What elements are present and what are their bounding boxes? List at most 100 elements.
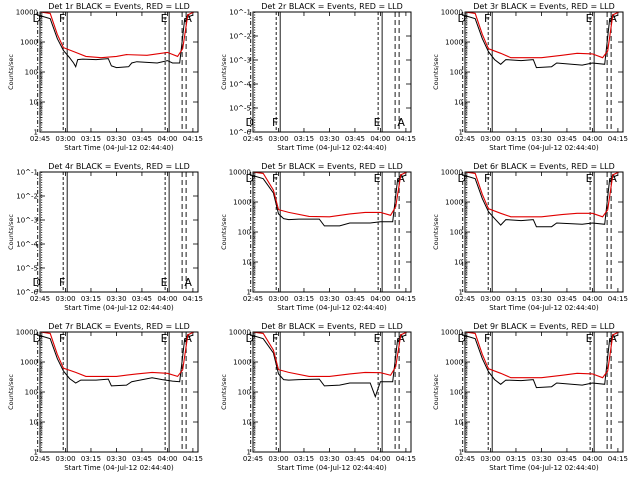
plot-frame xyxy=(39,171,199,293)
lld-series xyxy=(464,331,620,379)
y-axis-label: Counts/sec xyxy=(220,374,228,410)
marker-label: F xyxy=(484,12,490,25)
x-tick-label: 03:00 xyxy=(55,295,75,303)
y-axis-label: Counts/sec xyxy=(432,214,440,250)
y-tick-label: 10^-5 xyxy=(229,105,251,113)
x-tick-label: 03:00 xyxy=(480,295,500,303)
y-tick-label: 100 xyxy=(238,229,251,237)
marker-label: D xyxy=(245,332,253,345)
marker-label: D xyxy=(457,172,465,185)
panel-title: Det 6r BLACK = Events, RED = LLD xyxy=(473,162,615,171)
y-tick-label: 10 xyxy=(454,99,463,107)
x-tick-label: 02:45 xyxy=(30,135,50,143)
marker-label: A xyxy=(397,332,405,345)
x-tick-label: 03:30 xyxy=(106,295,126,303)
panel-title: Det 7r BLACK = Events, RED = LLD xyxy=(48,322,190,331)
marker-label: A xyxy=(609,12,617,25)
y-tick-label: 10^-1 xyxy=(229,9,251,17)
y-tick-label: 10000 xyxy=(441,9,463,17)
y-tick-label: 10 xyxy=(242,259,251,267)
panel-title: Det 8r BLACK = Events, RED = LLD xyxy=(261,322,403,331)
y-tick-label: 1000 xyxy=(20,39,38,47)
x-tick-label: 04:15 xyxy=(396,455,416,463)
panel-9: Det 9r BLACK = Events, RED = LLD 02:45 03:… xyxy=(432,322,628,472)
y-tick-label: 10^-4 xyxy=(229,81,251,89)
y-tick-label: 10^-2 xyxy=(229,33,251,41)
y-tick-label: 10000 xyxy=(16,9,38,17)
x-tick-label: 03:15 xyxy=(294,135,314,143)
events-series xyxy=(464,334,619,389)
x-tick-label: 03:15 xyxy=(506,135,526,143)
y-tick-label: 100 xyxy=(25,389,38,397)
y-axis-label: Counts/sec xyxy=(7,374,15,410)
x-tick-label: 02:45 xyxy=(30,455,50,463)
plot-frame xyxy=(464,171,624,293)
panel-title: Det 3r BLACK = Events, RED = LLD xyxy=(473,2,615,11)
lld-series xyxy=(464,171,620,218)
x-axis-label: Start Time (04-Jul-12 02:44:40) xyxy=(489,464,599,472)
x-tick-label: 03:00 xyxy=(55,135,75,143)
y-tick-label: 10^-2 xyxy=(16,193,38,201)
x-tick-label: 03:15 xyxy=(81,135,101,143)
marker-label: A xyxy=(609,332,617,345)
y-tick-label: 10000 xyxy=(441,169,463,177)
y-tick-label: 1 xyxy=(247,449,251,457)
x-tick-label: 02:45 xyxy=(243,135,263,143)
x-tick-label: 03:15 xyxy=(294,455,314,463)
y-tick-label: 10^-4 xyxy=(16,241,38,249)
x-tick-label: 03:45 xyxy=(557,295,577,303)
y-tick-label: 10 xyxy=(29,99,38,107)
x-tick-label: 03:00 xyxy=(268,295,288,303)
x-tick-label: 04:00 xyxy=(370,135,390,143)
marker-label: A xyxy=(397,172,405,185)
panel-title: Det 9r BLACK = Events, RED = LLD xyxy=(473,322,615,331)
x-tick-label: 04:00 xyxy=(370,295,390,303)
y-axis-label: Counts/sec xyxy=(432,54,440,90)
marker-label: F xyxy=(272,116,278,129)
y-tick-label: 1 xyxy=(247,289,251,297)
x-tick-label: 03:45 xyxy=(345,295,365,303)
x-tick-label: 03:00 xyxy=(480,135,500,143)
y-tick-label: 10^-3 xyxy=(16,217,38,225)
marker-label: F xyxy=(59,332,65,345)
plot-frame xyxy=(464,11,624,133)
x-axis-label: Start Time (04-Jul-12 02:44:40) xyxy=(277,304,387,312)
x-axis-label: Start Time (04-Jul-12 02:44:40) xyxy=(64,464,174,472)
x-tick-label: 03:00 xyxy=(268,135,288,143)
x-tick-label: 03:30 xyxy=(319,295,339,303)
x-tick-label: 03:15 xyxy=(506,455,526,463)
x-tick-label: 03:30 xyxy=(106,455,126,463)
y-tick-label: 1000 xyxy=(445,199,463,207)
panel-title: Det 1r BLACK = Events, RED = LLD xyxy=(48,2,190,11)
x-tick-label: 03:15 xyxy=(81,455,101,463)
x-tick-label: 03:00 xyxy=(480,455,500,463)
x-tick-label: 04:00 xyxy=(582,295,602,303)
y-tick-label: 100 xyxy=(450,229,463,237)
y-axis-label: Counts/sec xyxy=(432,374,440,410)
x-axis-label: Start Time (04-Jul-12 02:44:40) xyxy=(277,144,387,152)
x-tick-label: 03:45 xyxy=(132,135,152,143)
y-tick-label: 100 xyxy=(450,389,463,397)
x-tick-label: 04:00 xyxy=(582,455,602,463)
marker-label: E xyxy=(586,332,593,345)
x-tick-label: 04:15 xyxy=(396,295,416,303)
panel-title: Det 5r BLACK = Events, RED = LLD xyxy=(261,162,403,171)
x-axis-label: Start Time (04-Jul-12 02:44:40) xyxy=(277,464,387,472)
x-tick-label: 02:45 xyxy=(455,295,475,303)
y-tick-label: 1000 xyxy=(445,39,463,47)
x-tick-label: 03:30 xyxy=(531,455,551,463)
x-tick-label: 04:15 xyxy=(608,455,628,463)
y-tick-label: 1000 xyxy=(233,199,251,207)
panel-1: Det 1r BLACK = Events, RED = LLD 02:45 03:… xyxy=(7,2,203,152)
x-tick-label: 02:45 xyxy=(455,455,475,463)
panel-7: Det 7r BLACK = Events, RED = LLD 02:45 03:… xyxy=(7,322,203,472)
x-tick-label: 04:00 xyxy=(582,135,602,143)
y-tick-label: 1 xyxy=(459,129,463,137)
plot-frame xyxy=(464,331,624,453)
x-tick-label: 04:15 xyxy=(183,135,203,143)
y-tick-label: 10 xyxy=(454,419,463,427)
x-axis-label: Start Time (04-Jul-12 02:44:40) xyxy=(64,144,174,152)
plot-frame xyxy=(252,171,412,293)
panel-6: Det 6r BLACK = Events, RED = LLD 02:45 03:… xyxy=(432,162,628,312)
